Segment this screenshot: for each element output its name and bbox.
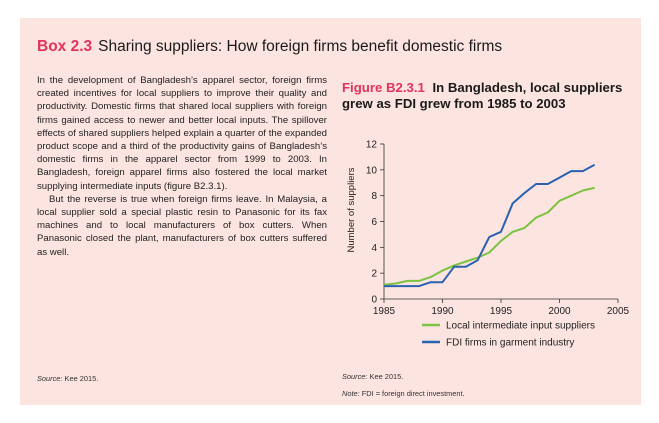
box-title-text: Sharing suppliers: How foreign firms ben… [98,38,503,55]
body-paragraph-1: In the development of Bangladesh’s appar… [37,75,327,192]
box-source: Source: Kee 2015. [37,374,98,383]
box-source-text: Kee 2015. [64,374,99,383]
box-body: In the development of Bangladesh’s appar… [37,74,327,259]
figure-title-text: In Bangladesh, local suppliers grew as F… [342,80,623,111]
legend-label-local: Local intermediate input suppliers [446,321,595,332]
y-tick-label: 2 [371,269,377,280]
series-line-fdi-firms [384,163,596,288]
body-paragraph-2: But the reverse is true when foreign fir… [37,193,327,258]
figure-note: Note: FDI = foreign direct investment. [342,389,465,398]
y-axis-label: Number of suppliers [346,167,357,252]
series-line-local-suppliers [383,186,595,286]
figure-title: Figure B2.3.1 In Bangladesh, local suppl… [342,80,632,112]
y-tick-label: 4 [371,243,377,254]
figure-source: Source: Kee 2015. [342,372,403,381]
box-source-label: Source: [37,374,63,383]
figure-source-label: Source: [342,372,368,381]
legend-label-fdi: FDI firms in garment industry [446,338,574,349]
box-number: Box 2.3 [37,38,93,55]
x-tick-label: 2005 [607,306,630,317]
y-tick-label: 10 [366,165,378,176]
y-tick-label: 12 [366,140,378,151]
figure-number: Figure B2.3.1 [342,80,425,95]
supplier-line-chart: Number of suppliers 0 2 4 6 8 10 12 1985 1990 199… [346,140,630,349]
figure-note-label: Note: [342,389,360,398]
x-tick-label: 2000 [548,306,571,317]
x-tick-label: 1990 [431,306,454,317]
x-tick-label: 1985 [373,306,396,317]
box-title: Box 2.3 Sharing suppliers: How foreign fi… [37,38,502,56]
y-tick-label: 6 [371,217,377,228]
box-panel: Box 2.3 Sharing suppliers: How foreign fi… [20,18,641,405]
figure-source-text: Kee 2015. [369,372,404,381]
y-tick-label: 0 [371,295,377,306]
x-tick-label: 1995 [490,306,513,317]
figure-note-text: FDI = foreign direct investment. [361,389,465,398]
y-tick-label: 8 [371,191,377,202]
